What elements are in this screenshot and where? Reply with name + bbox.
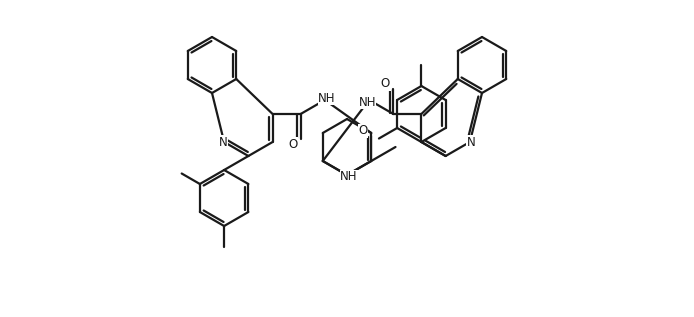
Text: O: O [381,77,390,90]
Text: N: N [219,135,228,148]
Text: O: O [288,138,297,151]
Text: NH: NH [340,171,357,184]
Text: N: N [466,135,475,148]
Text: NH: NH [318,92,336,105]
Text: O: O [359,124,368,137]
Text: NH: NH [358,95,376,108]
